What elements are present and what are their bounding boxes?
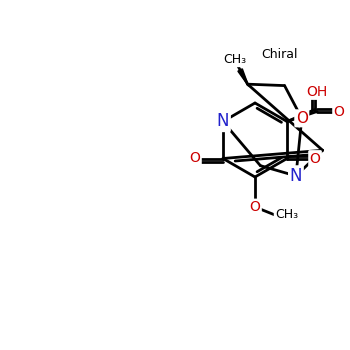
Text: N: N <box>290 167 302 185</box>
Text: CH₃: CH₃ <box>275 209 298 222</box>
Text: O: O <box>296 111 308 126</box>
Text: N: N <box>217 112 229 131</box>
Text: O: O <box>334 105 344 119</box>
Text: O: O <box>250 200 260 214</box>
Text: O: O <box>310 152 321 166</box>
Text: O: O <box>189 152 201 166</box>
Text: OH: OH <box>306 84 328 98</box>
Polygon shape <box>238 69 249 86</box>
Text: Chiral: Chiral <box>262 49 298 62</box>
Text: CH₃: CH₃ <box>223 53 246 66</box>
